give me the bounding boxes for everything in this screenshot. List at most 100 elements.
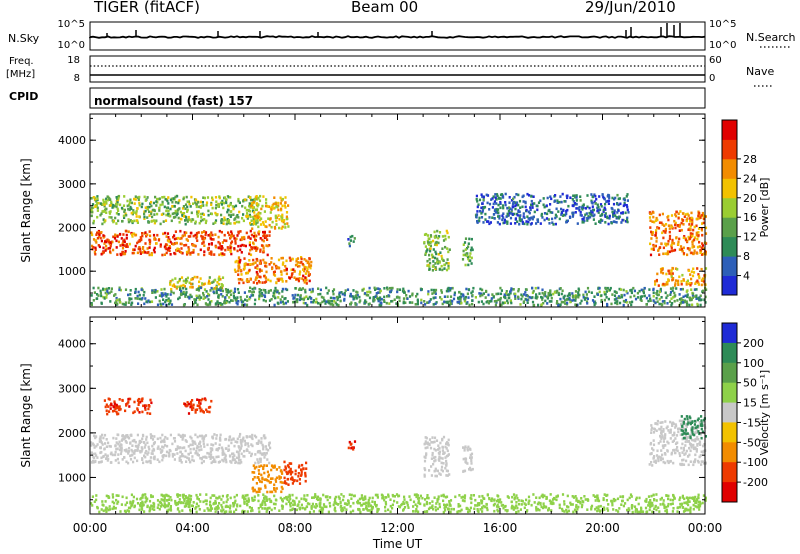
data-cell: [685, 283, 688, 286]
data-cell: [541, 298, 544, 301]
data-cell: [698, 421, 701, 424]
data-cell: [246, 212, 249, 215]
data-cell: [607, 297, 610, 301]
data-cell: [503, 293, 506, 296]
data-cell: [192, 234, 195, 238]
data-cell: [195, 231, 199, 235]
data-cell: [149, 433, 152, 436]
data-cell: [672, 249, 675, 252]
data-cell: [482, 195, 485, 199]
data-cell: [355, 294, 358, 297]
data-cell: [152, 219, 156, 222]
data-cell: [492, 296, 495, 299]
data-cell: [434, 455, 437, 459]
data-cell: [303, 267, 306, 271]
data-cell: [700, 436, 703, 440]
data-cell: [501, 218, 504, 222]
data-cell: [194, 298, 198, 301]
data-cell: [116, 406, 119, 410]
data-cell: [493, 498, 496, 501]
data-cell: [442, 499, 445, 503]
data-cell: [453, 291, 456, 295]
data-cell: [132, 211, 135, 214]
data-cell: [267, 443, 271, 447]
data-cell: [431, 269, 434, 272]
data-cell: [319, 288, 322, 292]
data-cell: [662, 446, 665, 450]
data-cell: [248, 213, 251, 217]
data-cell: [364, 502, 367, 505]
data-cell: [678, 293, 681, 296]
data-cell: [161, 458, 164, 462]
data-cell: [167, 236, 170, 239]
data-cell: [160, 213, 163, 216]
data-cell: [150, 436, 153, 439]
data-cell: [266, 238, 269, 241]
data-cell: [245, 215, 248, 218]
data-cell: [428, 438, 432, 441]
data-cell: [290, 268, 293, 272]
data-cell: [692, 271, 696, 274]
data-cell: [654, 459, 657, 463]
data-cell: [173, 285, 176, 288]
data-cell: [426, 446, 429, 449]
data-cell: [532, 289, 535, 293]
data-cell: [289, 472, 292, 476]
data-cell: [626, 199, 629, 202]
data-cell: [689, 283, 692, 287]
data-cell: [144, 251, 147, 254]
data-cell: [225, 460, 228, 464]
data-cell: [165, 251, 168, 255]
data-cell: [428, 265, 431, 268]
data-cell: [685, 280, 688, 284]
data-cell: [171, 442, 174, 446]
data-cell: [129, 458, 133, 461]
data-cell: [683, 215, 686, 218]
data-cell: [574, 290, 578, 293]
data-cell: [270, 298, 273, 301]
data-cell: [198, 401, 201, 404]
data-cell: [231, 205, 234, 208]
data-cell: [125, 460, 128, 464]
data-cell: [116, 253, 119, 256]
data-cell: [582, 203, 585, 206]
data-cell: [696, 443, 699, 446]
data-cell: [704, 461, 707, 465]
data-cell: [259, 289, 262, 292]
data-cell: [438, 502, 441, 506]
data-cell: [145, 449, 148, 453]
data-cell: [280, 219, 284, 223]
data-cell: [149, 412, 152, 415]
data-cell: [280, 227, 283, 230]
data-cell: [226, 288, 230, 292]
data-cell: [686, 440, 689, 443]
data-cell: [158, 299, 161, 303]
data-cell: [386, 295, 389, 298]
data-cell: [499, 200, 502, 204]
data-cell: [258, 472, 261, 475]
data-cell: [689, 510, 692, 514]
data-cell: [704, 226, 708, 230]
data-cell: [192, 202, 195, 205]
data-cell: [136, 502, 140, 505]
data-cell: [242, 438, 245, 441]
data-cell: [686, 293, 689, 296]
data-cell: [232, 234, 235, 238]
data-cell: [522, 194, 525, 198]
data-cell: [196, 239, 199, 242]
data-cell: [123, 456, 126, 459]
data-cell: [426, 441, 429, 445]
data-cell: [286, 477, 289, 481]
data-cell: [229, 210, 232, 214]
data-cell: [128, 436, 131, 440]
data-cell: [613, 298, 616, 301]
data-cell: [670, 243, 673, 247]
data-cell: [136, 449, 139, 452]
data-cell: [153, 505, 156, 508]
data-cell: [105, 403, 108, 407]
data-cell: [462, 457, 465, 461]
data-cell: [546, 295, 549, 299]
data-cell: [680, 247, 683, 251]
data-cell: [529, 208, 532, 212]
data-cell: [684, 294, 687, 298]
